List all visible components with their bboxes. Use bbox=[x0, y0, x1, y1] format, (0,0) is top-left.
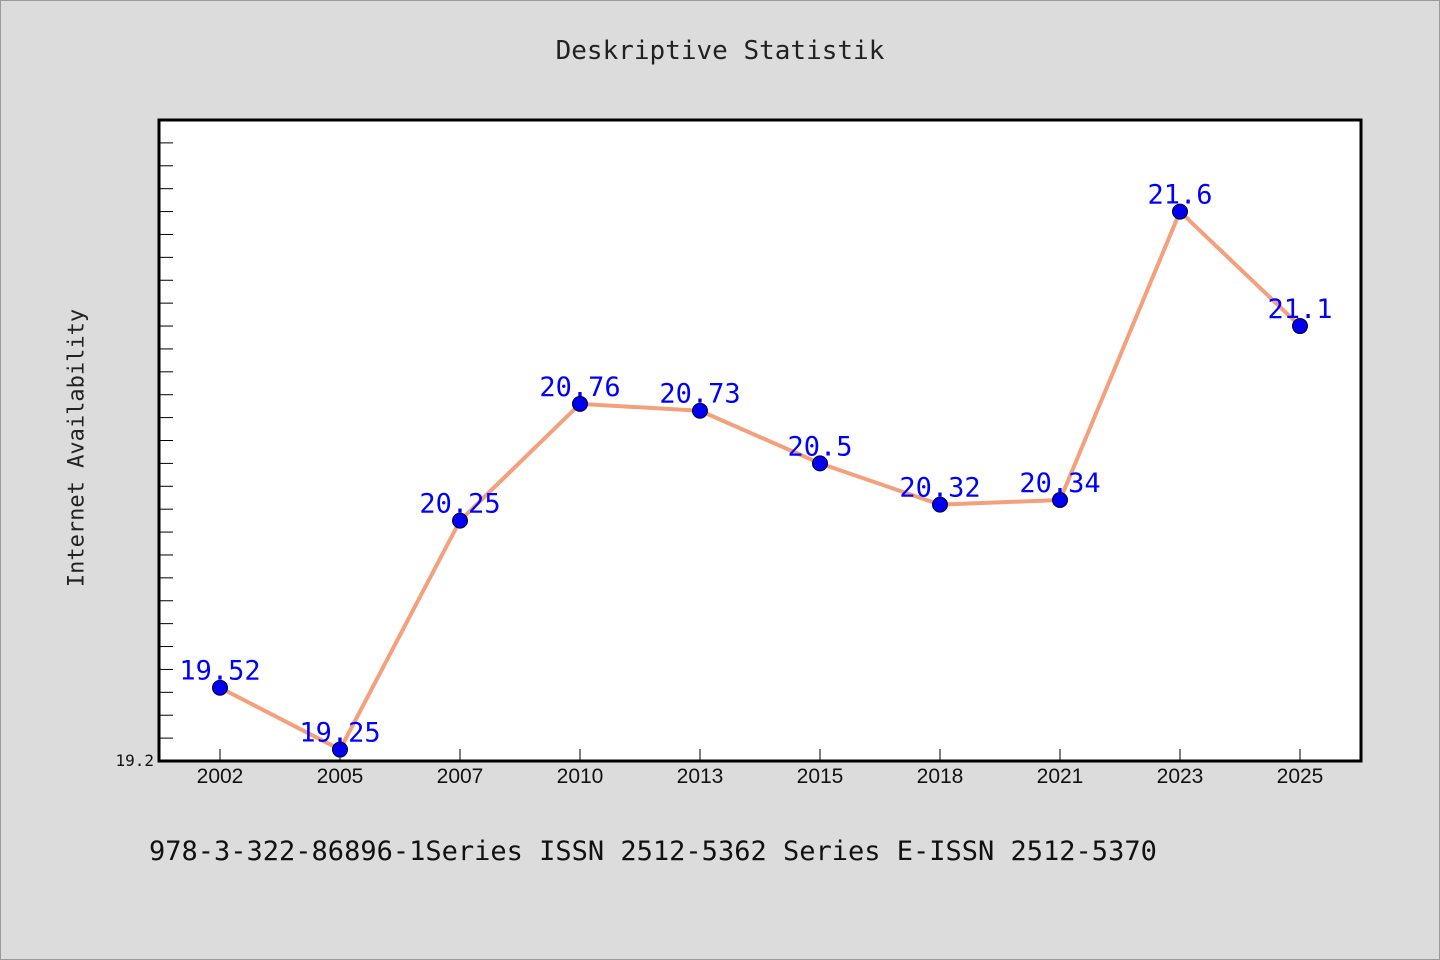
data-point bbox=[332, 741, 348, 758]
x-tick-label: 2015 bbox=[797, 765, 844, 788]
data-label: 19.52 bbox=[179, 656, 260, 687]
x-tick-label: 2018 bbox=[917, 765, 964, 788]
data-label: 21.1 bbox=[1267, 294, 1332, 325]
data-point bbox=[1292, 318, 1308, 335]
x-tick-label: 2010 bbox=[557, 765, 604, 788]
data-label: 20.5 bbox=[787, 431, 852, 462]
data-point bbox=[212, 679, 228, 696]
data-label: 21.6 bbox=[1147, 180, 1212, 211]
data-label: 20.76 bbox=[539, 372, 620, 403]
y-tick-label: 19.2 bbox=[115, 751, 154, 770]
data-label: 20.34 bbox=[1019, 468, 1100, 499]
data-point bbox=[812, 455, 828, 472]
x-tick-label: 2013 bbox=[677, 765, 724, 788]
x-tick-label: 2023 bbox=[1157, 765, 1204, 788]
x-tick-label: 2005 bbox=[317, 765, 364, 788]
series-line bbox=[218, 209, 1302, 752]
data-point bbox=[1052, 492, 1068, 509]
x-tick-label: 2007 bbox=[437, 765, 484, 788]
x-tick-label: 2021 bbox=[1037, 765, 1084, 788]
x-tick-label: 2002 bbox=[197, 765, 244, 788]
data-point bbox=[692, 402, 708, 419]
plot-area bbox=[157, 118, 1363, 763]
x-tick-label: 2025 bbox=[1277, 765, 1324, 788]
data-label: 20.25 bbox=[419, 489, 500, 520]
data-label: 19.25 bbox=[299, 718, 380, 749]
data-point bbox=[932, 496, 948, 513]
data-label: 20.73 bbox=[659, 379, 740, 410]
data-point bbox=[572, 395, 588, 412]
data-point bbox=[452, 512, 468, 529]
data-point bbox=[1172, 203, 1188, 220]
footer-note: 978-3-322-86896-1Series ISSN 2512-5362 S… bbox=[149, 836, 1157, 867]
chart-title: Deskriptive Statistik bbox=[555, 36, 885, 66]
data-label: 20.32 bbox=[899, 473, 980, 504]
